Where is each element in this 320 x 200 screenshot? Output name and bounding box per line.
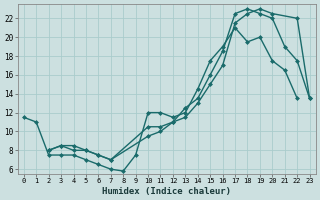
X-axis label: Humidex (Indice chaleur): Humidex (Indice chaleur): [102, 187, 231, 196]
